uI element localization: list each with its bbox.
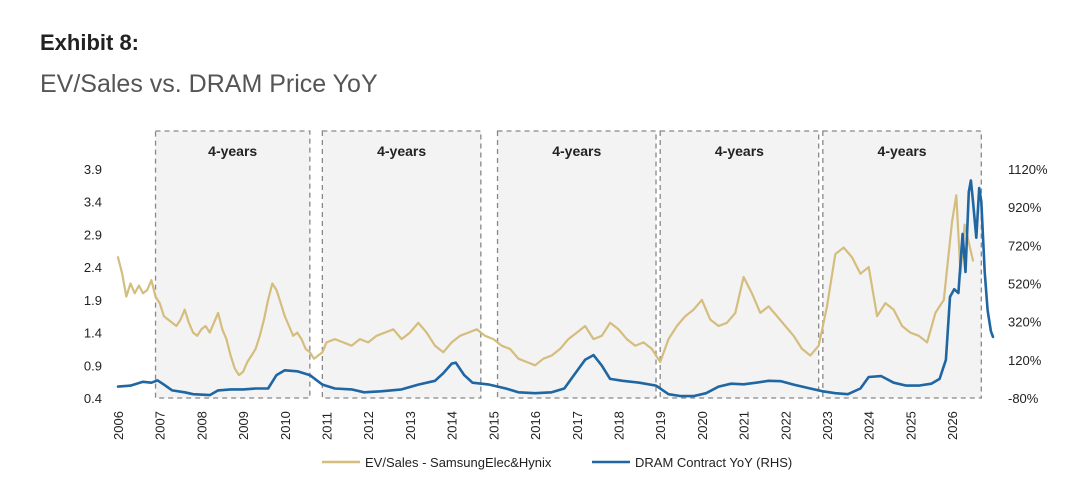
x-tick-label: 2016 [528,411,543,440]
x-tick-label: 2025 [903,411,918,440]
legend-label-ev-sales: EV/Sales - SamsungElec&Hynix [365,455,552,470]
region-box-2 [321,130,482,399]
x-tick-label: 2020 [695,411,710,440]
x-tick-label: 2019 [653,411,668,440]
legend: EV/Sales - SamsungElec&Hynix DRAM Contrac… [322,455,792,470]
y-left-tick-label: 2.4 [84,260,102,275]
x-tick-label: 2024 [862,411,877,440]
series-layer [116,179,995,398]
y-right-tick-label: 1120% [1008,162,1048,177]
region-label-1: 4-years [208,143,257,159]
y-left-tick-label: 3.9 [84,162,102,177]
ticks-layer: 3.9 3.4 2.9 2.4 1.9 1.4 0.9 0.4 1120% 920% 720% 520… [84,162,1048,440]
chart-subtitle: EV/Sales vs. DRAM Price YoY [40,70,378,98]
y-left-tick-label: 1.9 [84,293,102,308]
y-right-tick-label: 120% [1008,353,1042,368]
x-tick-label: 2018 [611,411,626,440]
dram-yoy-series-line [116,179,995,398]
region-box-5 [822,130,982,399]
x-tick-label: 2009 [236,411,251,440]
region-box-4 [659,130,820,399]
x-tick-label: 2014 [445,411,460,440]
x-tick-label: 2022 [778,411,793,440]
x-tick-label: 2015 [486,411,501,440]
region-label-3: 4-years [552,143,601,159]
x-tick-label: 2012 [361,411,376,440]
region-label-2: 4-years [377,143,426,159]
y-right-tick-label: 720% [1008,238,1042,253]
x-tick-label: 2008 [194,411,209,440]
y-left-tick-label: 0.9 [84,358,102,373]
x-tick-label: 2026 [945,411,960,440]
exhibit-label: Exhibit 8: [40,30,140,55]
x-tick-label: 2017 [570,411,585,440]
y-left-tick-label: 1.4 [84,326,102,341]
x-tick-label: 2013 [403,411,418,440]
regions-layer: 4-years 4-years 4-years 4-years 4-years [154,130,982,399]
x-tick-label: 2021 [737,411,752,440]
region-box-3 [496,130,657,399]
x-tick-label: 2006 [111,411,126,440]
y-right-tick-label: 920% [1008,200,1042,215]
x-tick-label: 2011 [320,412,335,440]
x-tick-label: 2023 [820,411,835,440]
region-box-1 [154,130,311,399]
region-label-5: 4-years [878,143,927,159]
ev-sales-series-line [116,194,975,377]
legend-label-dram: DRAM Contract YoY (RHS) [635,455,792,470]
y-right-tick-label: -80% [1008,391,1039,406]
y-right-tick-label: 320% [1008,315,1042,330]
x-tick-label: 2007 [153,411,168,440]
y-right-tick-label: 520% [1008,277,1042,292]
y-left-tick-label: 2.9 [84,227,102,242]
region-label-4: 4-years [715,143,764,159]
x-tick-label: 2010 [278,411,293,440]
y-left-tick-label: 3.4 [84,195,102,210]
y-left-tick-label: 0.4 [84,391,102,406]
